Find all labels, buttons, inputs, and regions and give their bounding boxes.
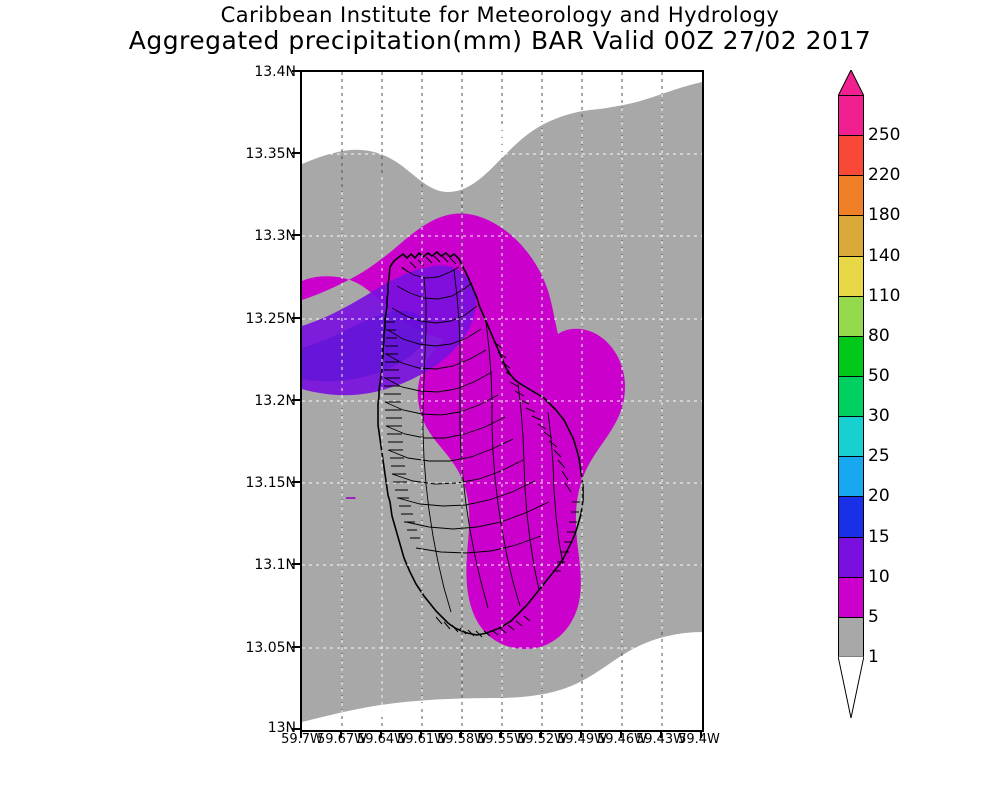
y-axis-label: 13.4N [254, 64, 296, 80]
y-tick-mark [292, 317, 300, 319]
colorbar-tick-label: 220 [868, 165, 901, 186]
y-tick-mark [292, 481, 300, 483]
institute-title: Caribbean Institute for Meteorology and … [220, 3, 780, 27]
colorbar-band-10-15[interactable] [838, 536, 864, 577]
colorbar-band-140-180[interactable] [838, 215, 864, 256]
y-axis-label: 13.35N [245, 146, 296, 162]
y-axis-label: 13.2N [254, 393, 296, 409]
colorbar-tick-label: 15 [868, 526, 890, 547]
x-axis-label: 59.52W [516, 732, 568, 747]
colorbar-tick-label: 20 [868, 486, 890, 507]
band-5-to-10-region [302, 213, 625, 649]
y-tick-mark [292, 399, 300, 401]
y-axis-label: 13.15N [245, 475, 296, 491]
x-axis-label: 59.67W [316, 732, 368, 747]
x-tick-mark [620, 730, 622, 738]
page-title: Aggregated precipitation(mm) BAR Valid 0… [128, 26, 872, 55]
colorbar-band-15-20[interactable] [838, 496, 864, 537]
x-axis-label: 59.46W [596, 732, 648, 747]
x-tick-mark [500, 730, 502, 738]
colorbar-band-1-5[interactable] [838, 616, 864, 657]
y-axis-label: 13.1N [254, 557, 296, 573]
colorbar-band-50-80[interactable] [838, 335, 864, 376]
y-axis-label: 13.05N [245, 640, 296, 656]
colorbar-tick-label: 1 [868, 647, 879, 667]
map-gridlines [302, 72, 702, 730]
y-tick-mark [292, 70, 300, 72]
x-tick-mark [540, 730, 542, 738]
x-axis-label: 59.64W [356, 732, 408, 747]
y-axis-label: 13.3N [254, 228, 296, 244]
x-tick-mark [420, 730, 422, 738]
colorbar-tick-label: 30 [868, 406, 890, 427]
x-axis-label: 59.55W [476, 732, 528, 747]
x-tick-mark [380, 730, 382, 738]
y-tick-mark [292, 563, 300, 565]
isolated-precip-speck [346, 497, 356, 499]
x-tick-mark [340, 730, 342, 738]
barbados-coastline [377, 251, 584, 636]
colorbar-tick-label: 180 [868, 205, 901, 226]
colorbar-tick-label: 80 [868, 325, 890, 346]
x-tick-mark [580, 730, 582, 738]
colorbar-band-110-140[interactable] [838, 255, 864, 296]
colorbar-over-arrow-icon [838, 70, 864, 96]
y-tick-mark [292, 152, 300, 154]
x-tick-mark [660, 730, 662, 738]
colorbar-tick-label: 25 [868, 446, 890, 467]
colorbar[interactable] [838, 95, 864, 657]
x-tick-mark [300, 730, 302, 738]
colorbar-band-20-25[interactable] [838, 456, 864, 497]
x-tick-mark [460, 730, 462, 738]
colorbar-tick-label: 5 [868, 606, 879, 627]
colorbar-tick-label: 10 [868, 566, 890, 587]
map-canvas [302, 72, 702, 730]
colorbar-band-80-110[interactable] [838, 295, 864, 336]
x-axis-label: 59.43W [635, 732, 687, 747]
band-10-to-15-core-detail [302, 310, 427, 382]
colorbar-tick-label: 50 [868, 366, 890, 386]
figure-title-block: Caribbean Institute for Meteorology and … [0, 4, 1000, 55]
colorbar-band-30-50[interactable] [838, 376, 864, 417]
colorbar-band-5-10[interactable] [838, 576, 864, 617]
y-tick-mark [292, 234, 300, 236]
x-axis-label: 59.49W [556, 732, 608, 747]
x-axis-label: 59.58W [436, 732, 488, 747]
colorbar-band-180-220[interactable] [838, 175, 864, 216]
parish-boundaries [384, 266, 564, 613]
colorbar-tick-label: 140 [868, 245, 901, 266]
y-axis-label: 13.25N [245, 311, 296, 327]
colorbar-band-over-250[interactable] [838, 95, 864, 136]
y-tick-mark [292, 728, 300, 730]
colorbar-band-220-250[interactable] [838, 135, 864, 176]
x-tick-mark [700, 730, 702, 738]
x-axis-label: 59.4W [678, 732, 720, 747]
colorbar-tick-label: 250 [868, 125, 901, 146]
map-plot-area[interactable] [300, 70, 704, 732]
colorbar-tick-label: 110 [868, 285, 901, 306]
y-tick-mark [292, 646, 300, 648]
colorbar-band-25-30[interactable] [838, 416, 864, 457]
colorbar-under-arrow-icon [838, 656, 864, 718]
x-axis-label: 59.7W [281, 732, 323, 747]
x-axis-label: 59.61W [396, 732, 448, 747]
y-axis-label: 13N [267, 720, 296, 736]
